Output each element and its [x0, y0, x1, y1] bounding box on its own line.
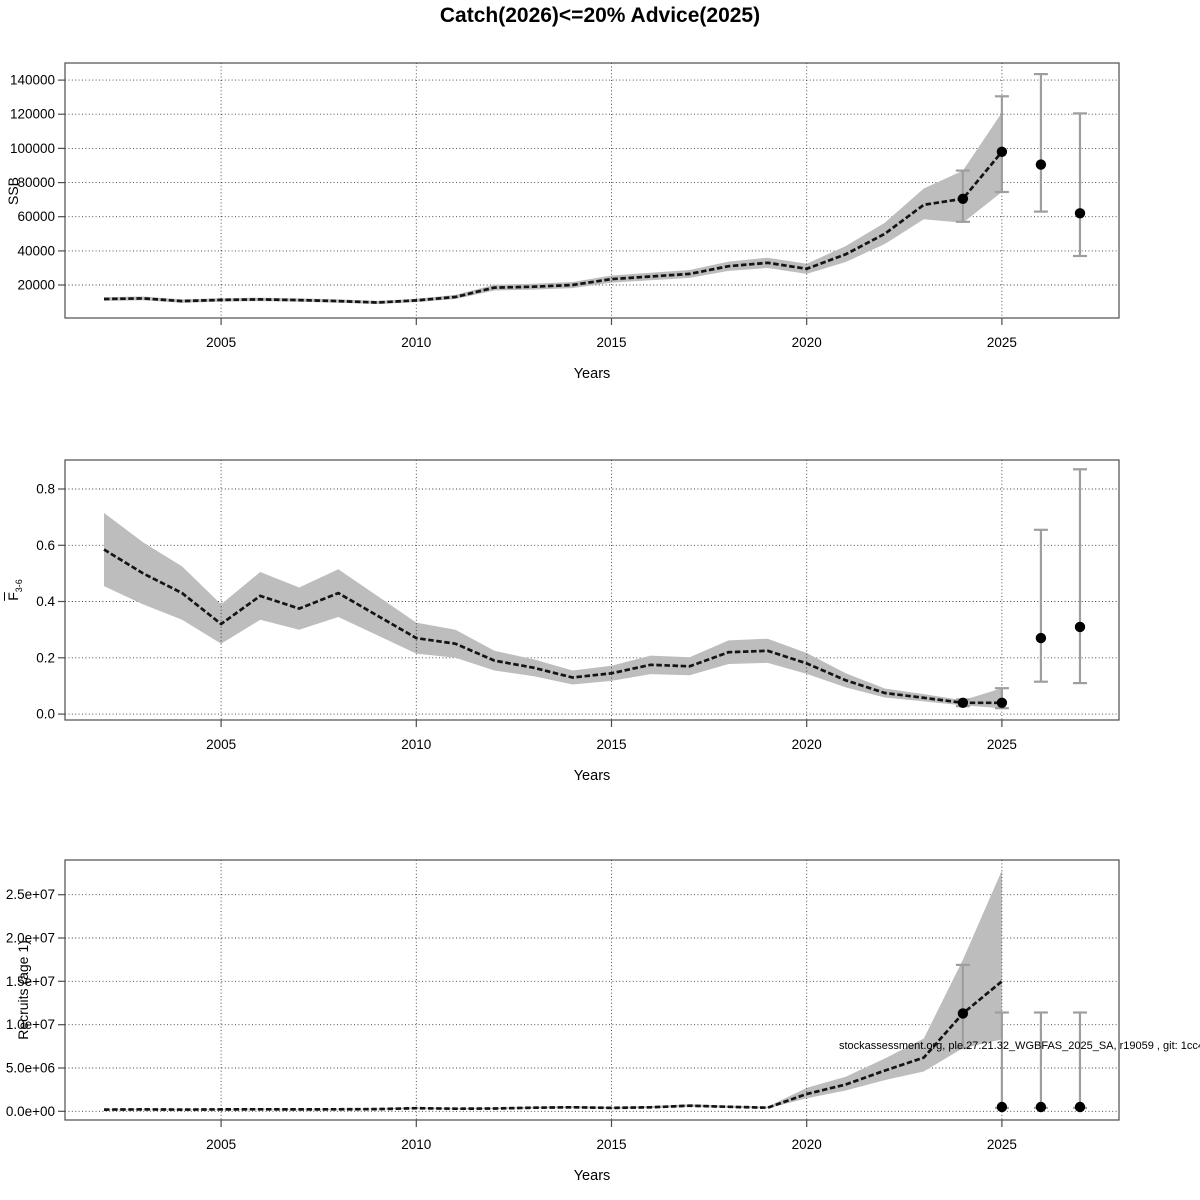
- x-tick-label: 2025: [987, 737, 1017, 752]
- estimate-line: [103, 548, 1002, 705]
- confidence-ribbon: [104, 112, 1002, 304]
- x-tick-label: 2015: [596, 1137, 626, 1152]
- y-tick-label: 5.0e+06: [6, 1061, 55, 1076]
- forecast-point: [957, 1008, 969, 1019]
- x-tick-label: 2025: [987, 335, 1017, 350]
- y-tick-label: 120000: [10, 107, 55, 122]
- x-tick-label: 2005: [206, 737, 236, 752]
- y-tick-label: 60000: [17, 209, 55, 224]
- stockassessment-watermark: stockassessment.org, ple.27.21.32_WGBFAS…: [838, 1040, 1200, 1052]
- forecast-point: [996, 146, 1008, 157]
- x-tick-label: 2005: [206, 1137, 236, 1152]
- y-tick-label: 0.4: [36, 594, 55, 609]
- x-tick-label: 2020: [792, 1137, 822, 1152]
- y-tick-label: 1.0e+07: [6, 1017, 55, 1032]
- y-tick-label: 1.5e+07: [6, 974, 55, 989]
- y-tick-label: 0.0: [36, 707, 55, 722]
- forecast-point: [957, 697, 969, 708]
- x-tick-label: 2010: [401, 737, 431, 752]
- years-axis-title-2: Years: [573, 768, 611, 784]
- y-tick-label: 100000: [10, 141, 55, 156]
- chart-title: Catch(2026)<=20% Advice(2025): [439, 4, 761, 27]
- y-tick-label: 40000: [17, 243, 55, 258]
- x-tick-label: 2005: [206, 335, 236, 350]
- years-axis-title-1: Years: [573, 366, 611, 382]
- forecast-point: [1074, 621, 1086, 633]
- y-tick-label: 0.0e+00: [6, 1104, 55, 1119]
- forecast-point: [1074, 1101, 1086, 1113]
- x-tick-label: 2010: [401, 335, 431, 350]
- y-tick-label: 2.0e+07: [6, 931, 55, 946]
- plot-border: [64, 859, 1120, 1121]
- y-tick-label: 0.6: [36, 538, 55, 553]
- confidence-ribbon: [104, 512, 1002, 709]
- fbar-axis-title: F3-6: [5, 579, 24, 601]
- forecast-point: [996, 1101, 1008, 1113]
- x-tick-label: 2025: [987, 1137, 1017, 1152]
- y-tick-label: 20000: [17, 278, 55, 293]
- x-tick-label: 2020: [792, 335, 822, 350]
- forecast-point: [1074, 208, 1086, 219]
- x-tick-label: 2015: [596, 335, 626, 350]
- y-tick-label: 0.8: [36, 482, 55, 497]
- estimate-line: [103, 150, 1003, 304]
- y-tick-label: 80000: [17, 175, 55, 190]
- forecast-point: [1035, 632, 1047, 644]
- plot-border: [64, 459, 1120, 721]
- recruits-panel: 2005 2010 2015 2020 2025 0.0e+00 5.0e+06 1.0e+0…: [6, 859, 1120, 1152]
- confidence-ribbon: [104, 870, 1002, 1110]
- estimate-line: [103, 980, 1003, 1111]
- recruits-axis-title: Recruits (age 1): [15, 940, 31, 1040]
- ssb-axis-title: SSB: [5, 177, 21, 206]
- x-tick-label: 2015: [596, 737, 626, 752]
- x-tick-label: 2020: [792, 737, 822, 752]
- y-tick-label: 0.2: [36, 650, 55, 665]
- y-tick-label: 2.5e+07: [6, 887, 55, 902]
- plot-border: [64, 62, 1120, 319]
- forecast-point: [1035, 159, 1047, 170]
- fbar-panel: 2005 2010 2015 2020 2025 0.0 0.2 0.4 0.6 0.8: [36, 459, 1120, 752]
- y-tick-label: 140000: [10, 73, 55, 88]
- years-axis-title-3: Years: [573, 1168, 611, 1184]
- ssb-panel: 2005 2010 2015 2020 2025 20000 40000 60000 80000…: [10, 62, 1120, 350]
- forecast-point: [996, 697, 1008, 708]
- x-tick-label: 2010: [401, 1137, 431, 1152]
- forecast-point: [957, 193, 969, 204]
- forecast-point: [1035, 1101, 1047, 1113]
